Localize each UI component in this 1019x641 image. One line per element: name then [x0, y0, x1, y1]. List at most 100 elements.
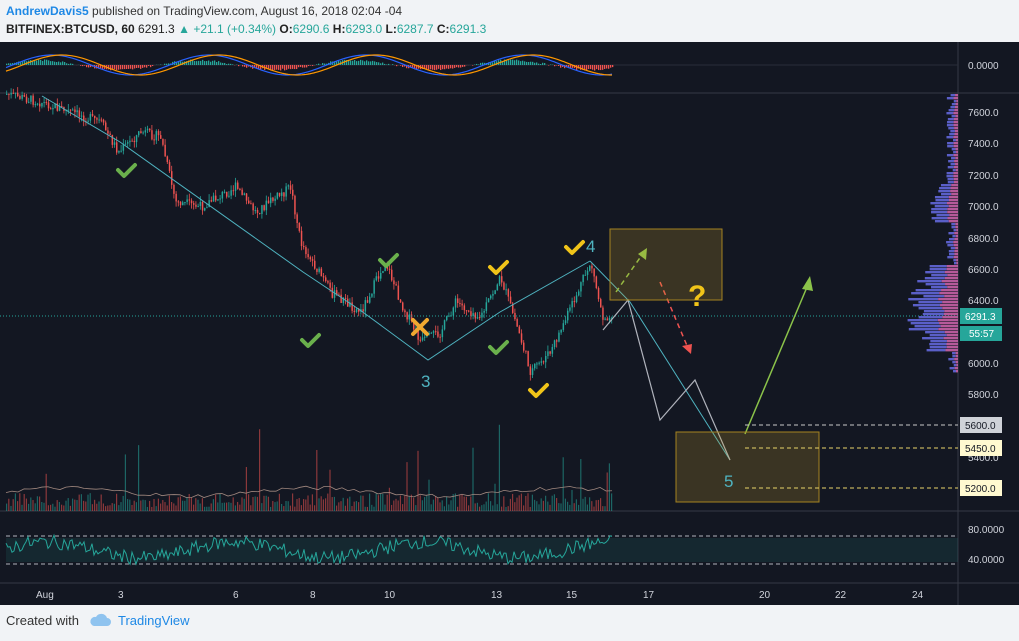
volume-bar: [261, 503, 263, 511]
volume-bar: [437, 497, 439, 511]
macd-hist-bar: [370, 61, 372, 65]
candle-body: [155, 131, 158, 141]
volume-bar: [562, 457, 564, 511]
volume-bar: [349, 496, 351, 511]
candle-body: [10, 92, 12, 95]
volume-profile-bar: [947, 208, 958, 211]
volume-bar: [564, 498, 566, 511]
macd-hist-bar: [444, 65, 446, 70]
candle-body: [501, 276, 503, 283]
macd-hist-bar: [64, 62, 66, 65]
volume-bar: [441, 500, 443, 511]
volume-profile-bar: [948, 196, 958, 199]
volume-bar: [397, 500, 399, 511]
volume-profile-bar: [910, 322, 940, 325]
macd-hist-bar: [286, 65, 288, 70]
price-axis[interactable]: 7600.0 7400.0 7200.0 7000.0 6800.0 6600.…: [960, 108, 1002, 496]
volume-bar: [245, 466, 247, 511]
volume-bar: [190, 497, 192, 511]
chart-area[interactable]: 0.0000 ? 3 4 5: [0, 42, 1019, 605]
macd-hist-bar: [524, 61, 526, 65]
candle-body: [593, 268, 595, 277]
candle-body: [303, 246, 305, 248]
volume-profile-bar: [929, 334, 947, 337]
volume-profile-bar: [953, 259, 957, 262]
candle-body: [509, 296, 512, 304]
volume-bar: [575, 499, 577, 511]
volume-profile-bar: [955, 247, 958, 250]
volume-bar: [465, 496, 467, 511]
macd-hist-bar: [46, 59, 48, 65]
volume-profile-bar: [946, 154, 954, 157]
candle-body: [105, 122, 107, 131]
volume-profile-bar: [949, 214, 958, 217]
macd-hist-bar: [458, 65, 460, 68]
volume-profile-bar: [953, 118, 958, 121]
candle-body: [373, 280, 375, 294]
volume-profile-bar: [953, 364, 957, 367]
candle-body: [545, 355, 547, 363]
wave-label-4: 4: [586, 237, 595, 256]
volume-bar: [432, 499, 434, 511]
candle-body: [600, 299, 602, 308]
volume-bar: [254, 496, 256, 511]
level-tag-5600: [960, 417, 1002, 433]
symbol-line: BITFINEX:BTCUSD, 60 6291.3 ▲ +21.1 (+0.3…: [6, 22, 486, 36]
candle-body: [226, 191, 228, 197]
resistance-box: [609, 228, 723, 301]
candle-body: [564, 320, 567, 324]
volume-profile-bar: [946, 112, 954, 115]
macd-hist-bar: [592, 65, 594, 70]
macd-hist-bar: [404, 65, 406, 67]
candle-body: [113, 142, 116, 145]
macd-hist-bar: [142, 65, 144, 68]
time-axis[interactable]: Aug 3 6 8 10 13 15 17 20 22 24: [36, 590, 924, 601]
macd-hist-bar: [228, 63, 230, 65]
macd-hist-bar: [602, 65, 604, 70]
volume-bar: [120, 502, 122, 511]
candle-body: [34, 104, 37, 106]
author-link[interactable]: AndrewDavis5: [6, 4, 89, 18]
time-tick: 13: [491, 590, 503, 601]
candle-body: [256, 210, 259, 213]
candle-body: [142, 132, 144, 134]
candle-body: [408, 314, 411, 320]
alt-bull-arrow-line: [615, 251, 645, 293]
macd-hist-bar: [300, 65, 302, 68]
macd-hist-bar: [436, 65, 438, 70]
volume-bar: [171, 501, 173, 511]
macd-hist-bar: [536, 62, 538, 65]
candle-body: [146, 128, 149, 131]
macd-hist-bar: [612, 65, 614, 68]
macd-hist-bar: [334, 61, 336, 65]
volume-profile-bar: [940, 184, 952, 187]
candle-body: [28, 101, 30, 103]
macd-hist-bar: [576, 65, 578, 70]
macd-hist-bar: [112, 65, 114, 70]
volume-bar: [593, 506, 595, 511]
volume-profile-bar: [952, 352, 956, 355]
volume-bar: [98, 501, 100, 511]
question-mark: ?: [688, 280, 706, 313]
macd-hist-bar: [38, 59, 40, 65]
chart-svg[interactable]: 0.0000 ? 3 4 5: [0, 42, 1019, 605]
macd-hist-bar: [298, 65, 300, 68]
volume-bar: [8, 498, 10, 511]
macd-hist-bar: [448, 65, 450, 69]
volume-bar: [168, 495, 170, 511]
macd-hist-bar: [360, 59, 362, 65]
candle-body: [245, 193, 248, 201]
macd-hist-bar: [272, 65, 274, 71]
volume-bar: [296, 499, 298, 511]
volume-profile-bar: [953, 175, 958, 178]
volume-bar: [384, 504, 386, 511]
volume-bar: [52, 503, 54, 511]
candle-body: [78, 110, 81, 117]
price-tick: 6600.0: [968, 265, 999, 276]
volume-profile-bar: [954, 133, 958, 136]
volume-profile-bar: [946, 343, 958, 346]
macd-hist-bar: [230, 63, 232, 65]
volume-bar: [237, 501, 239, 511]
volume-profile-bar: [956, 370, 958, 373]
tradingview-link[interactable]: TradingView: [118, 613, 190, 628]
